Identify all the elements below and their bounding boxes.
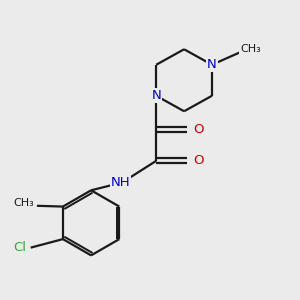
Text: N: N — [207, 58, 217, 71]
Text: NH: NH — [111, 176, 130, 189]
Text: O: O — [193, 123, 203, 136]
Text: O: O — [193, 154, 203, 167]
Text: N: N — [151, 89, 161, 102]
Text: CH₃: CH₃ — [240, 44, 261, 54]
Text: Cl: Cl — [13, 241, 26, 254]
Text: CH₃: CH₃ — [14, 198, 34, 208]
